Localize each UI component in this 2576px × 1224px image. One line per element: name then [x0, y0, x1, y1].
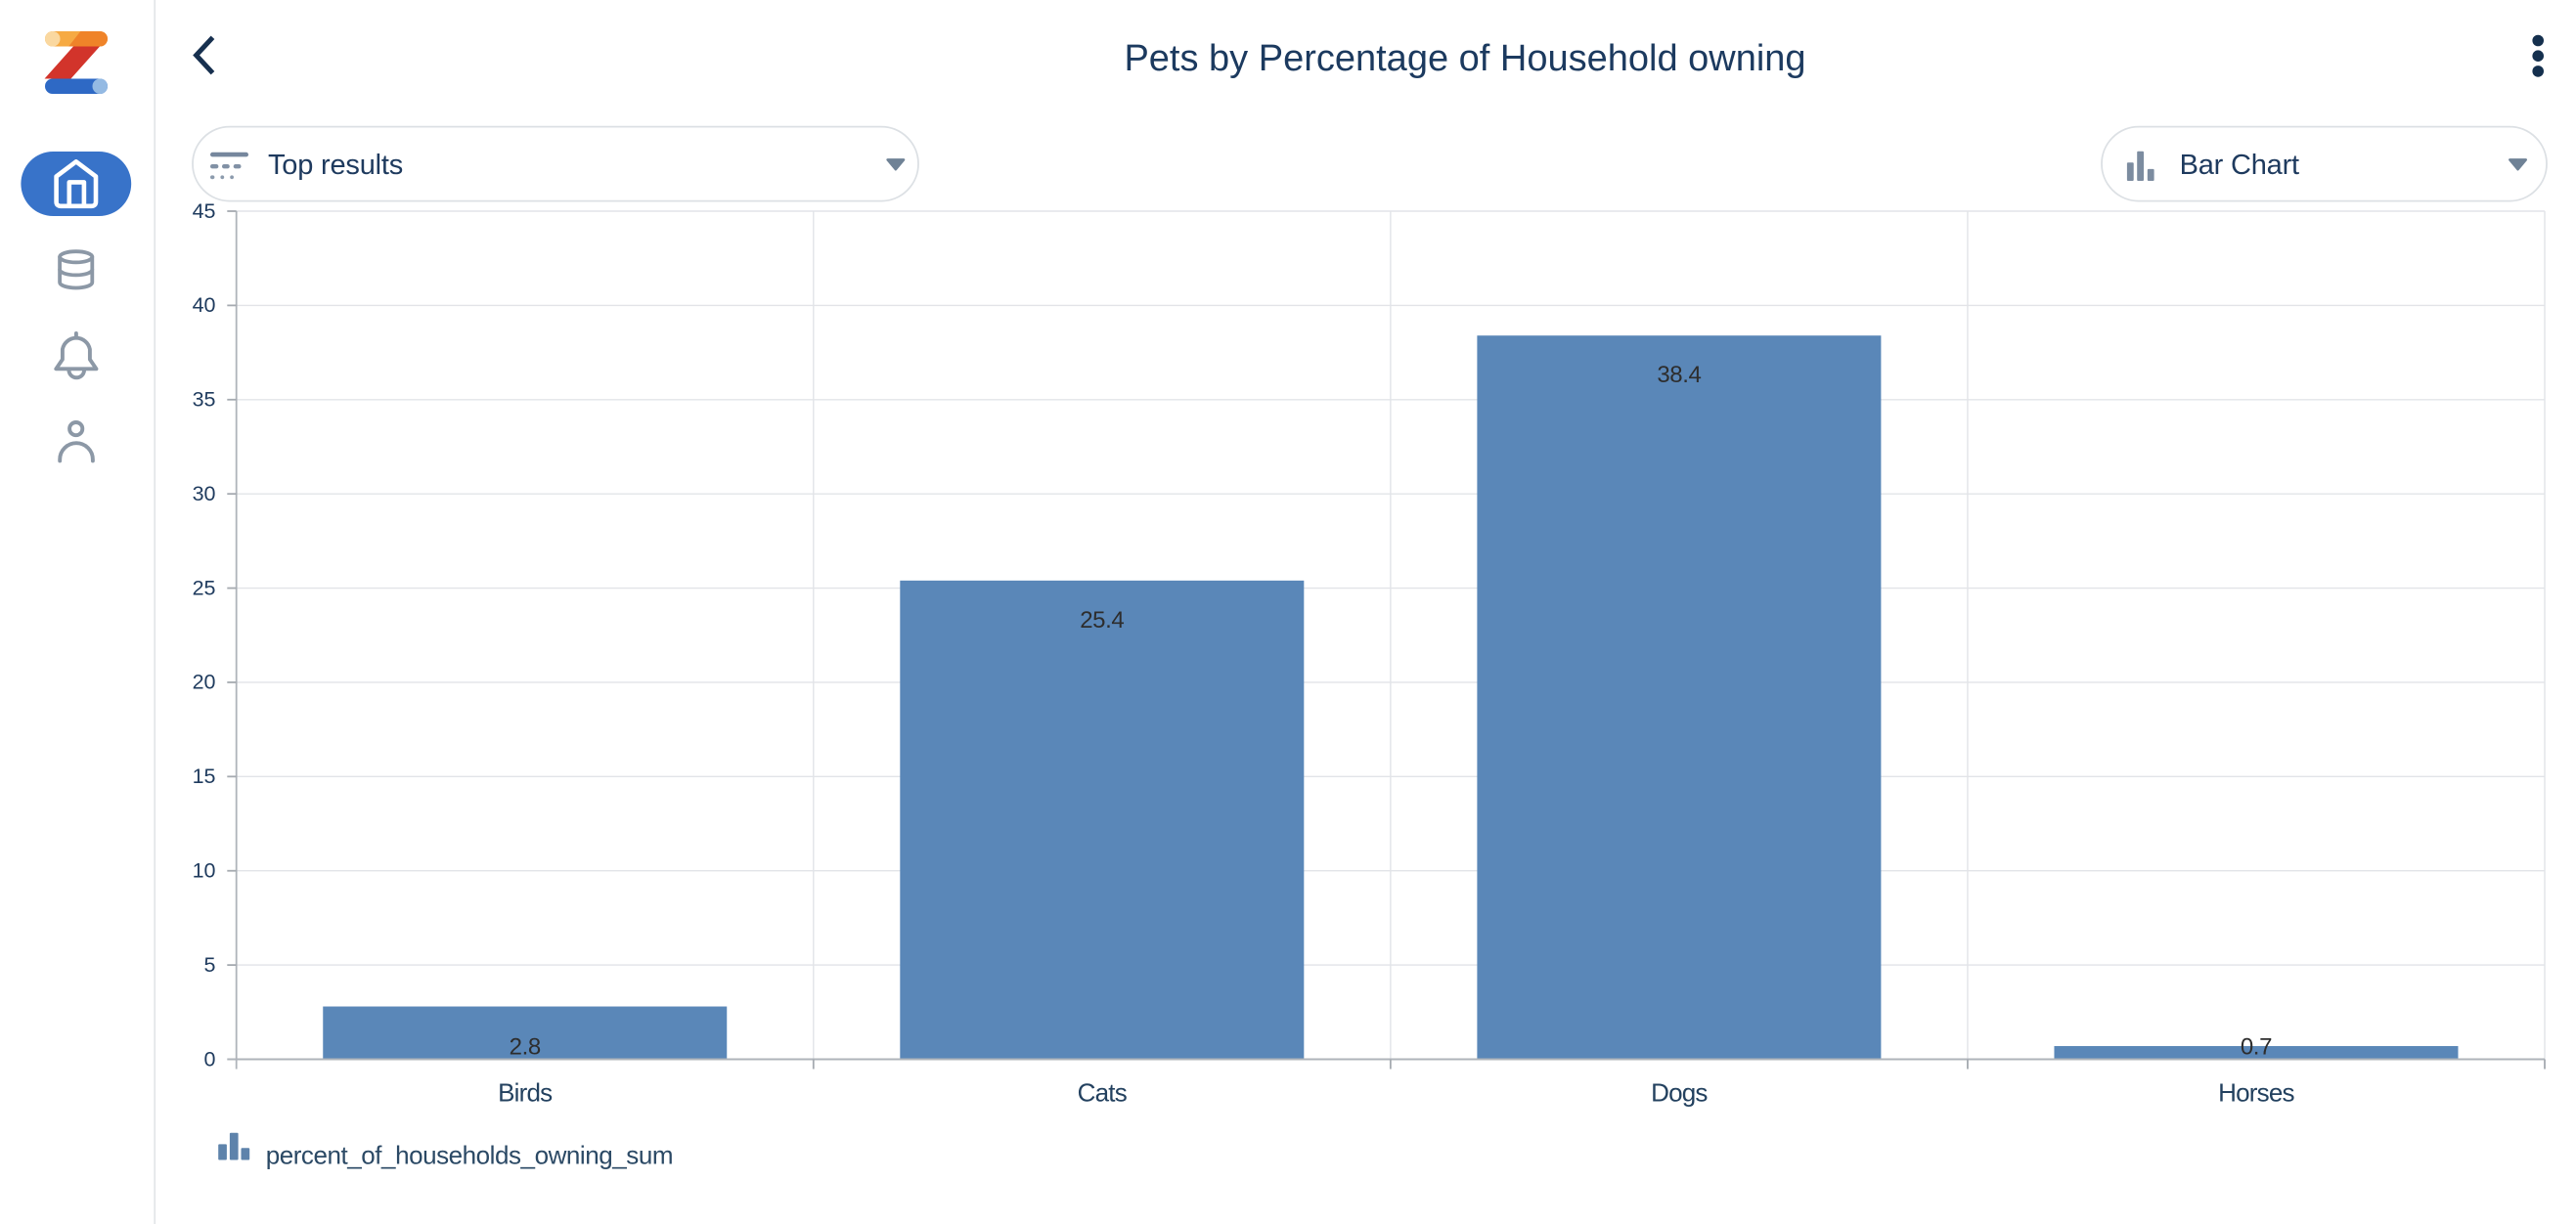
svg-text:Top results: Top results [268, 150, 403, 181]
svg-text:2.8: 2.8 [510, 1034, 541, 1061]
svg-text:30: 30 [193, 482, 216, 505]
svg-text:25.4: 25.4 [1080, 607, 1124, 634]
svg-text:40: 40 [193, 293, 216, 317]
svg-text:Pets by Percentage of Househol: Pets by Percentage of Household owning [1124, 38, 1805, 79]
svg-text:Horses: Horses [2218, 1078, 2294, 1108]
svg-text:percent_of_households_owning_s: percent_of_households_owning_sum [266, 1141, 673, 1170]
svg-text:20: 20 [193, 671, 216, 694]
svg-text:10: 10 [193, 859, 216, 883]
svg-text:25: 25 [193, 576, 216, 599]
svg-text:38.4: 38.4 [1657, 362, 1701, 388]
svg-text:15: 15 [193, 765, 216, 788]
svg-text:5: 5 [204, 953, 216, 977]
svg-text:45: 45 [193, 199, 216, 223]
svg-text:Birds: Birds [498, 1078, 553, 1108]
svg-text:Cats: Cats [1078, 1078, 1128, 1108]
svg-text:0: 0 [204, 1047, 216, 1071]
svg-text:35: 35 [193, 388, 216, 412]
svg-text:Dogs: Dogs [1651, 1078, 1708, 1108]
svg-text:Bar Chart: Bar Chart [2180, 150, 2299, 181]
svg-text:0.7: 0.7 [2241, 1034, 2272, 1061]
